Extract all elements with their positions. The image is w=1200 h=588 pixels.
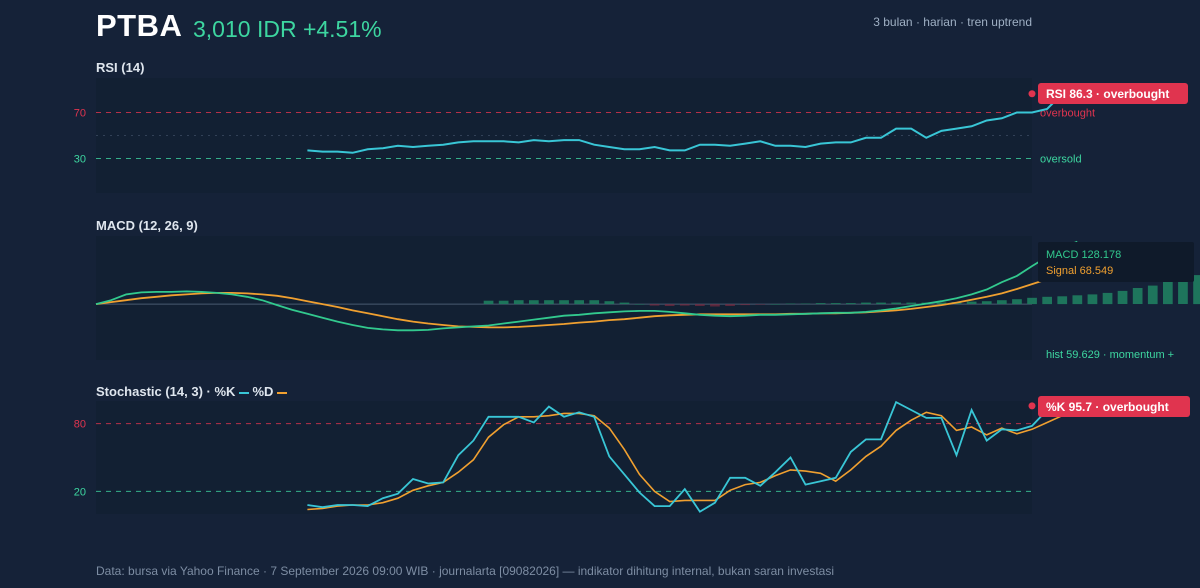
k-swatch	[239, 391, 250, 394]
macd-hist-bar	[710, 304, 720, 307]
macd-hist-bar	[649, 304, 660, 306]
macd-hist-bar	[800, 303, 811, 305]
macd-hist-bar	[981, 301, 992, 305]
macd-hist-bar	[936, 302, 947, 305]
stoch-d-line	[307, 411, 1063, 511]
hist-value-label: hist 59.629 · momentum +	[1046, 349, 1174, 361]
macd-hist-bar	[815, 303, 826, 305]
macd-hist-bar	[1178, 276, 1188, 304]
macd-value-label: MACD 128.178	[1046, 249, 1121, 261]
macd-hist-bar	[785, 303, 796, 305]
macd-hist-bar	[498, 300, 509, 305]
macd-hist-bar	[664, 304, 675, 306]
rsi-badge	[1038, 83, 1188, 104]
macd-hist-bar	[846, 303, 856, 305]
stoch-plot-area	[96, 401, 1032, 514]
macd-hist-bar	[876, 302, 886, 305]
macd-hist-bar	[830, 303, 841, 305]
macd-hist-bar	[1057, 296, 1068, 305]
rsi-last-point	[1028, 90, 1036, 98]
rsi-ref-label: oversold	[1040, 154, 1082, 166]
stoch-tick-label: 20	[74, 486, 86, 498]
rsi-title: RSI (14)	[96, 60, 145, 75]
macd-hist-bar	[1012, 299, 1022, 305]
macd-hist-bar	[755, 304, 766, 305]
macd-hist-bar	[604, 301, 615, 305]
footer-note: Data: bursa via Yahoo Finance · 7 Septem…	[96, 564, 834, 578]
macd-hist-bar	[891, 302, 901, 305]
macd-hist-bar	[619, 302, 630, 305]
stoch-last-point	[1028, 402, 1036, 410]
macd-hist-bar	[1132, 288, 1143, 304]
macd-hist-bar	[679, 304, 690, 306]
macd-hist-bar	[966, 301, 977, 304]
rsi-line	[307, 93, 1063, 154]
stochastic-legend: Stochastic (14, 3) · %K %D	[96, 384, 290, 399]
macd-hist-bar	[544, 300, 554, 305]
d-legend-label: %D	[252, 384, 274, 399]
macd-value-box	[1038, 242, 1194, 282]
signal-value-label: Signal 68.549	[1046, 265, 1113, 277]
macd-hist-bar	[1042, 296, 1052, 305]
macd-hist-bar	[483, 300, 494, 305]
stoch-k-line	[307, 400, 1063, 513]
macd-hist-bar	[1163, 280, 1173, 305]
macd-hist-bar	[740, 304, 750, 306]
macd-hist-bar	[725, 304, 735, 306]
macd-hist-bar	[529, 300, 539, 305]
macd-hist-bar	[1102, 292, 1113, 305]
rsi-ref-label: overbought	[1040, 108, 1095, 120]
macd-title: MACD (12, 26, 9)	[96, 218, 198, 233]
macd-hist-bar	[574, 300, 584, 305]
rsi-tick-label: 70	[74, 108, 86, 120]
stoch-tick-label: 80	[74, 419, 86, 431]
ticker-symbol: PTBA	[96, 8, 183, 43]
macd-hist-bar	[997, 300, 1007, 305]
price-change: 3,010 IDR +4.51%	[193, 16, 382, 42]
macd-hist-bar	[1117, 290, 1128, 304]
macd-hist-bar	[1072, 295, 1083, 305]
rsi-tick-label: 30	[74, 154, 86, 166]
stoch-badge	[1038, 396, 1190, 417]
macd-hist-bar	[513, 300, 524, 305]
macd-hist-bar	[634, 304, 645, 305]
chart-meta: 3 bulan · harian · tren uptrend	[873, 15, 1032, 29]
macd-line	[95, 240, 1078, 332]
macd-hist-bar	[861, 302, 871, 305]
signal-line	[95, 269, 1078, 329]
macd-hist-bar	[1147, 285, 1158, 305]
macd-hist-bar	[1193, 275, 1200, 305]
macd-hist-bar	[589, 300, 600, 305]
macd-hist-bar	[1027, 297, 1037, 305]
macd-hist-bar	[559, 300, 569, 305]
macd-plot-area	[96, 236, 1032, 360]
macd-hist-bar	[906, 302, 917, 305]
rsi-badge-text: RSI 86.3 · overbought	[1046, 87, 1169, 101]
d-swatch	[277, 391, 288, 394]
macd-hist-bar	[695, 304, 705, 306]
macd-hist-bar	[770, 304, 781, 305]
macd-hist-bar	[1087, 294, 1098, 305]
stoch-badge-text: %K 95.7 · overbought	[1046, 400, 1169, 414]
stochastic-title: Stochastic (14, 3) · %K	[96, 384, 236, 399]
